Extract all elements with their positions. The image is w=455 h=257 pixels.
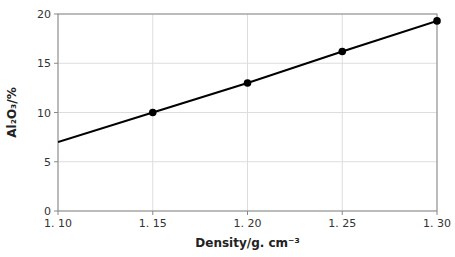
y-tick-label: 15 (37, 57, 51, 70)
y-tick-label: 20 (37, 8, 51, 21)
x-tick (437, 211, 438, 215)
x-tick (247, 211, 248, 215)
chart-container: 1. 10 1. 15 1. 20 1. 25 1. 30 0 5 10 15 20 Density… (0, 0, 455, 257)
x-axis-label: Density/g. cm⁻³ (195, 236, 299, 250)
x-tick-label: 1. 25 (328, 217, 356, 230)
axes: 1. 10 1. 15 1. 20 1. 25 1. 30 0 5 10 15 20 (37, 8, 451, 230)
lines (58, 21, 437, 142)
x-tick-label: 1. 10 (44, 217, 72, 230)
x-tick-label: 1. 20 (234, 217, 262, 230)
plot-frame (58, 14, 437, 211)
grid-line-y (58, 63, 437, 64)
grid-line-y (58, 161, 437, 162)
x-tick-label: 1. 15 (139, 217, 167, 230)
x-tick (342, 211, 343, 215)
series-marker (433, 17, 441, 25)
x-tick (152, 211, 153, 215)
y-tick (54, 161, 58, 162)
y-tick (54, 63, 58, 64)
chart: 1. 10 1. 15 1. 20 1. 25 1. 30 0 5 10 15 20 Density… (0, 0, 455, 257)
markers (149, 17, 441, 116)
y-tick (54, 211, 58, 212)
y-tick-label: 0 (44, 205, 51, 218)
y-tick-label: 10 (37, 107, 51, 120)
y-axis-label: Al₂O₃/% (5, 87, 19, 138)
plot-background (58, 14, 437, 211)
grid (58, 14, 437, 211)
x-tick (58, 211, 59, 215)
y-tick-label: 5 (44, 156, 51, 169)
series-marker (244, 79, 252, 87)
series-line (58, 21, 437, 142)
series-marker (338, 48, 346, 56)
x-tick-label: 1. 30 (423, 217, 451, 230)
y-tick (54, 14, 58, 15)
y-tick (54, 112, 58, 113)
grid-line-y (58, 112, 437, 113)
series-marker (149, 109, 157, 117)
